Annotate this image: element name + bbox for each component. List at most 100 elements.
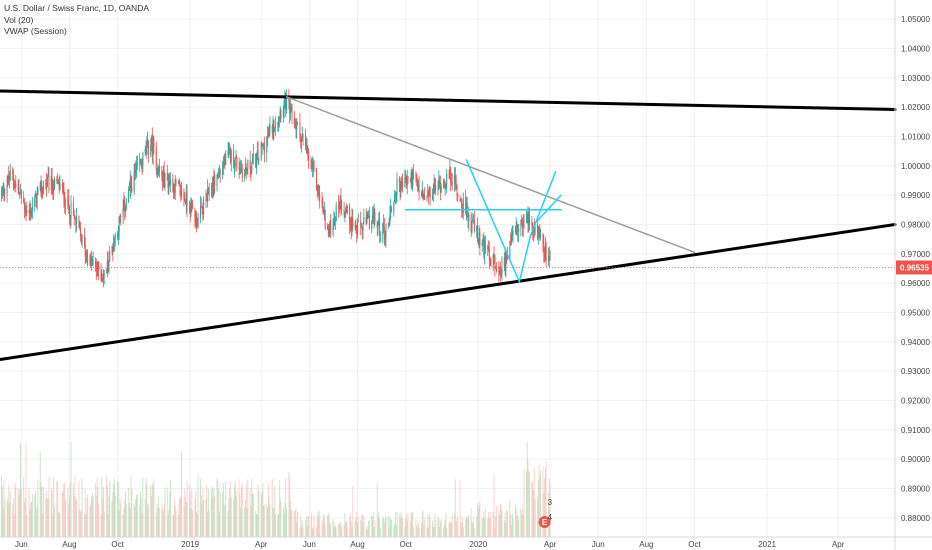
volume-bar <box>297 512 298 537</box>
volume-bar <box>374 520 375 537</box>
candle-body <box>396 179 397 195</box>
candle-body <box>435 185 436 189</box>
volume-bar <box>474 528 475 537</box>
candle-body <box>120 216 121 217</box>
candle-body <box>228 148 229 151</box>
volume-bar <box>280 501 281 537</box>
candle-body <box>407 178 408 185</box>
volume-bar <box>535 499 536 537</box>
candle-body <box>21 191 22 198</box>
candle-body <box>192 204 193 209</box>
candle-body <box>47 177 48 187</box>
candle-body <box>153 143 154 146</box>
candle-body <box>74 216 75 218</box>
candle-body <box>202 207 203 208</box>
volume-bar <box>164 488 165 537</box>
volume-bar <box>396 511 397 537</box>
volume-bar <box>82 478 83 537</box>
candle-body <box>200 206 201 217</box>
candle-body <box>109 252 110 262</box>
candle-body <box>445 186 446 187</box>
candle-body <box>275 126 276 128</box>
candle-body <box>468 214 469 221</box>
candle-body <box>511 236 512 242</box>
candle-body <box>513 231 514 235</box>
y-tick-label: 0.99000 <box>901 191 930 200</box>
candle-body <box>43 185 44 191</box>
candle-body <box>13 173 14 180</box>
candle-body <box>156 146 157 170</box>
candle-body <box>415 174 416 177</box>
candle-body <box>485 244 486 249</box>
y-tick-label: 0.89000 <box>901 485 930 494</box>
candle-body <box>89 256 90 265</box>
volume-bar <box>71 442 72 537</box>
y-tick-label: 0.96000 <box>901 279 930 288</box>
indicator-vwap-label[interactable]: VWAP (Session) <box>4 26 149 38</box>
volume-bar <box>430 517 431 537</box>
candle-body <box>95 260 96 266</box>
candle-body <box>488 246 489 248</box>
volume-bar <box>402 519 403 537</box>
volume-bar <box>275 513 276 537</box>
volume-bar <box>48 477 49 537</box>
candle-body <box>48 176 49 190</box>
volume-bar <box>214 496 215 537</box>
candle-body <box>524 220 525 221</box>
volume-bar <box>336 529 337 537</box>
candle-body <box>291 105 292 107</box>
symbol-title[interactable]: U.S. Dollar / Swiss Franc, 1D, OANDA <box>4 3 149 15</box>
x-tick-label: Jun <box>592 540 605 549</box>
x-tick-label: Oct <box>111 540 124 549</box>
candle-body <box>18 189 19 192</box>
candle-body <box>539 227 540 229</box>
candle-body <box>251 163 252 171</box>
candle-body <box>379 218 380 235</box>
candle-body <box>34 197 35 206</box>
candle-body <box>529 214 530 226</box>
volume-bar <box>325 524 326 537</box>
volume-bar <box>10 491 11 537</box>
volume-bar <box>4 500 5 537</box>
candle-body <box>482 242 483 245</box>
indicator-volume-label[interactable]: Vol (20) <box>4 15 149 27</box>
candle-body <box>159 166 160 172</box>
candle-body <box>297 122 298 123</box>
candle-body <box>501 274 502 275</box>
candle-body <box>434 184 435 193</box>
volume-bar <box>501 511 502 537</box>
candle-body <box>505 254 506 269</box>
volume-bar <box>225 481 226 537</box>
volume-bar <box>93 496 94 537</box>
candle-body <box>456 182 457 186</box>
drawing-layer[interactable]: E 3 4 <box>0 91 895 528</box>
candle-body <box>269 129 270 135</box>
candle-body <box>246 167 247 169</box>
candle-body <box>363 217 364 223</box>
candle-body <box>521 220 522 223</box>
candle-body <box>56 178 57 180</box>
candle-body <box>479 233 480 246</box>
volume-bar <box>529 472 530 537</box>
candle-body <box>9 180 10 181</box>
candle-body <box>361 226 362 228</box>
candle-body <box>135 170 136 173</box>
candle-body <box>350 224 351 225</box>
candle-body <box>52 176 53 188</box>
volume-bar <box>496 506 497 537</box>
volume-bar <box>369 520 370 537</box>
volume-bar <box>507 510 508 537</box>
volume-bar <box>286 507 287 537</box>
candle-body <box>352 218 353 227</box>
volume-bar <box>457 515 458 537</box>
candle-body <box>225 153 226 164</box>
candle-body <box>393 202 394 212</box>
candle-body <box>277 122 278 126</box>
volume-bar <box>59 513 60 537</box>
candle-body <box>391 207 392 211</box>
volume-bar <box>65 499 66 537</box>
volume-bar <box>408 513 409 537</box>
volume-bar <box>148 503 149 537</box>
